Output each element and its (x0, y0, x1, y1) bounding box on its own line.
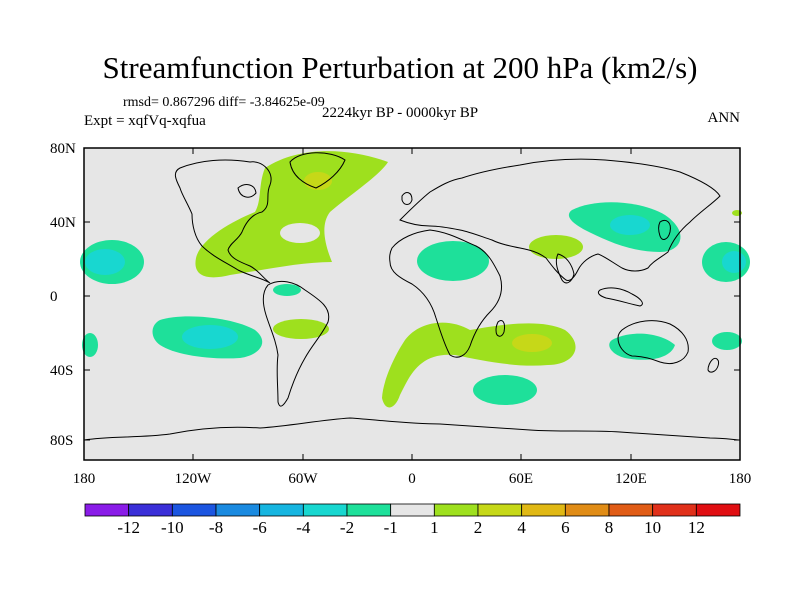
lon-label-0: 0 (408, 471, 416, 487)
coastline-antarctica (83, 417, 741, 441)
coastline-eurasia (399, 158, 721, 281)
neutral-hole-atlantic (280, 223, 320, 243)
lat-label-80s: 80S (50, 433, 74, 449)
colorbar-label: 4 (517, 518, 526, 537)
negative-anomaly-south-indian (473, 375, 537, 405)
colorbar-label: 12 (687, 518, 705, 537)
coastline-india (555, 253, 575, 284)
colorbar-swatch (259, 503, 304, 517)
coastlines (83, 152, 741, 441)
colorbar-label: 10 (644, 518, 662, 537)
colorbar-label: -10 (160, 518, 184, 537)
season-label: ANN (707, 110, 741, 126)
colorbar-label: -1 (383, 518, 398, 537)
coastline-indonesia (597, 287, 643, 307)
colorbar-swatch (302, 503, 348, 517)
negative-anomaly-south-pacific-core (182, 325, 238, 349)
colorbar-label: -6 (252, 518, 267, 537)
colorbar-swatch (215, 503, 261, 517)
positive-anomaly-core-north-atlantic (304, 172, 332, 190)
colorbar-swatch (390, 503, 435, 517)
positive-anomaly-core-south-indian (512, 334, 552, 352)
lon-label-60w: 60W (288, 471, 318, 487)
negative-anomaly-far-south-pacific (82, 333, 98, 357)
coastline-north-america (174, 159, 272, 284)
negative-anomaly-east-asia-core (610, 215, 650, 235)
colorbar-label: 1 (430, 518, 439, 537)
coastline-madagascar (495, 319, 505, 337)
colorbar-label: -4 (296, 518, 311, 537)
coastline-new-zealand (707, 357, 719, 373)
colorbar-swatch (84, 503, 130, 517)
negative-anomaly-pacific-east-core (722, 251, 746, 273)
lat-label-40n: 40N (50, 215, 76, 231)
positive-anomaly-south-america (273, 319, 329, 339)
lon-label-180e: 180 (728, 471, 752, 487)
lat-label-80n: 80N (50, 141, 76, 157)
lon-tick-marks (83, 148, 741, 460)
colorbar-label: -8 (208, 518, 224, 537)
positive-anomaly-north-atlantic (195, 151, 388, 278)
coastline-japan (658, 219, 671, 240)
colorbar-swatch (346, 503, 392, 517)
positive-anomaly-arabia (529, 235, 583, 259)
anomaly-fields (80, 151, 750, 408)
colorbar-swatch (128, 503, 173, 517)
colorbar-label: 8 (604, 518, 614, 537)
experiment-line: Expt = xqfVq-xqfua (84, 113, 206, 129)
colorbar (84, 503, 741, 517)
lon-label-120w: 120W (174, 471, 212, 487)
lat-label-40s: 40S (50, 363, 74, 379)
colorbar-swatch (564, 503, 610, 517)
negative-anomaly-africa (417, 241, 489, 281)
colorbar-swatch (433, 503, 479, 517)
colorbar-swatch (477, 503, 523, 517)
colorbar-swatch (695, 503, 741, 517)
lon-label-60e: 60E (508, 471, 534, 487)
stats-line: rmsd= 0.867296 diff= -3.84625e-09 (123, 95, 325, 110)
lat-tick-marks (84, 147, 740, 441)
colorbar-label: -2 (339, 518, 355, 537)
coastline-australia (617, 320, 689, 365)
colorbar-label: 2 (473, 518, 483, 537)
coastline-africa (389, 229, 503, 358)
coastline-uk (401, 192, 413, 205)
negative-anomaly-small-tropics (273, 284, 301, 296)
negative-anomaly-pacific-west-core (85, 249, 125, 275)
coastline-hudson-bay (237, 184, 257, 198)
colorbar-swatch (171, 503, 217, 517)
colorbar-swatch (521, 503, 566, 517)
lon-label-120e: 120E (615, 471, 647, 487)
coastline-greenland (289, 152, 346, 189)
period-line: 2224kyr BP - 0000kyr BP (322, 105, 479, 121)
colorbar-label: 6 (561, 518, 570, 537)
map-title: Streamfunction Perturbation at 200 hPa (… (102, 50, 698, 85)
coastline-south-america (262, 280, 330, 407)
lat-label-0: 0 (50, 289, 58, 305)
lon-label-180w: 180 (72, 471, 96, 487)
negative-anomaly-south-pacific-east (712, 332, 742, 350)
colorbar-swatch (608, 503, 654, 517)
colorbar-swatch (652, 503, 697, 517)
colorbar-label: -12 (117, 518, 140, 537)
